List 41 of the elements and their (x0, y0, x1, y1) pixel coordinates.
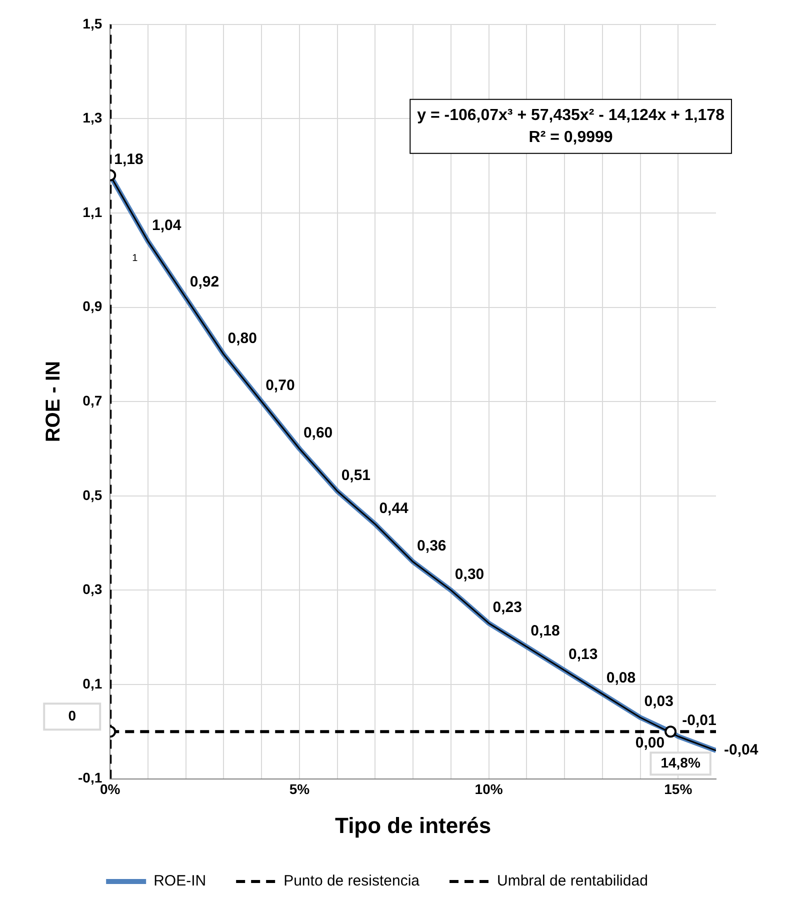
y-tick-label: 0,5 (82, 486, 102, 503)
data-label: -0,01 (682, 712, 716, 730)
x-axis-title: Tipo de interés (335, 812, 492, 838)
y-tick-label: -0,1 (78, 770, 102, 786)
data-label: 1,04 (152, 216, 182, 234)
x-tick-label: 5% (289, 781, 310, 798)
x-tick-label: 10% (474, 781, 504, 798)
data-label: 0,23 (492, 598, 522, 616)
data-label: 0,36 (417, 538, 446, 555)
data-label: 0,03 (644, 693, 674, 710)
annotation: 14,8% (660, 754, 701, 771)
y-tick-label: 1,1 (82, 204, 102, 220)
legend-label: Umbral de rentabilidad (497, 872, 648, 890)
y-axis-title: ROE - IN (42, 361, 65, 442)
data-label: 0,60 (303, 424, 333, 442)
data-label: 0,00 (635, 734, 665, 752)
annotation: y = -106,07x³ + 57,435x² - 14,124x + 1,178 (417, 106, 725, 124)
data-label: 0,18 (530, 622, 560, 640)
y-tick-label: 1,5 (82, 15, 102, 32)
annotation: R² = 0,9999 (528, 128, 613, 146)
annotation: 0 (68, 708, 76, 724)
data-label: 0,92 (190, 274, 220, 291)
data-label: 0,44 (379, 500, 410, 517)
legend-label: Punto de resistencia (284, 872, 420, 890)
y-tick-label: 0,3 (82, 581, 102, 598)
data-label: -0,04 (724, 742, 759, 759)
data-label: 0,80 (228, 330, 257, 348)
data-label: 0,51 (341, 466, 371, 484)
data-label: 0,30 (454, 566, 484, 583)
data-label: 0,13 (568, 646, 598, 663)
y-tick-label: 1,3 (82, 110, 102, 126)
x-tick-label: 15% (664, 781, 693, 798)
legend-label: ROE-IN (154, 872, 206, 890)
y-tick-label: 0,1 (82, 675, 102, 692)
y-tick-label: 0,7 (82, 392, 102, 408)
data-label: 1,18 (114, 150, 144, 168)
data-label: 0,08 (606, 670, 636, 687)
y-tick-label: 0,9 (82, 298, 102, 314)
x-tick-label: 0% (100, 781, 121, 798)
data-label: 0,70 (266, 377, 295, 394)
annotation: 1 (132, 253, 138, 264)
